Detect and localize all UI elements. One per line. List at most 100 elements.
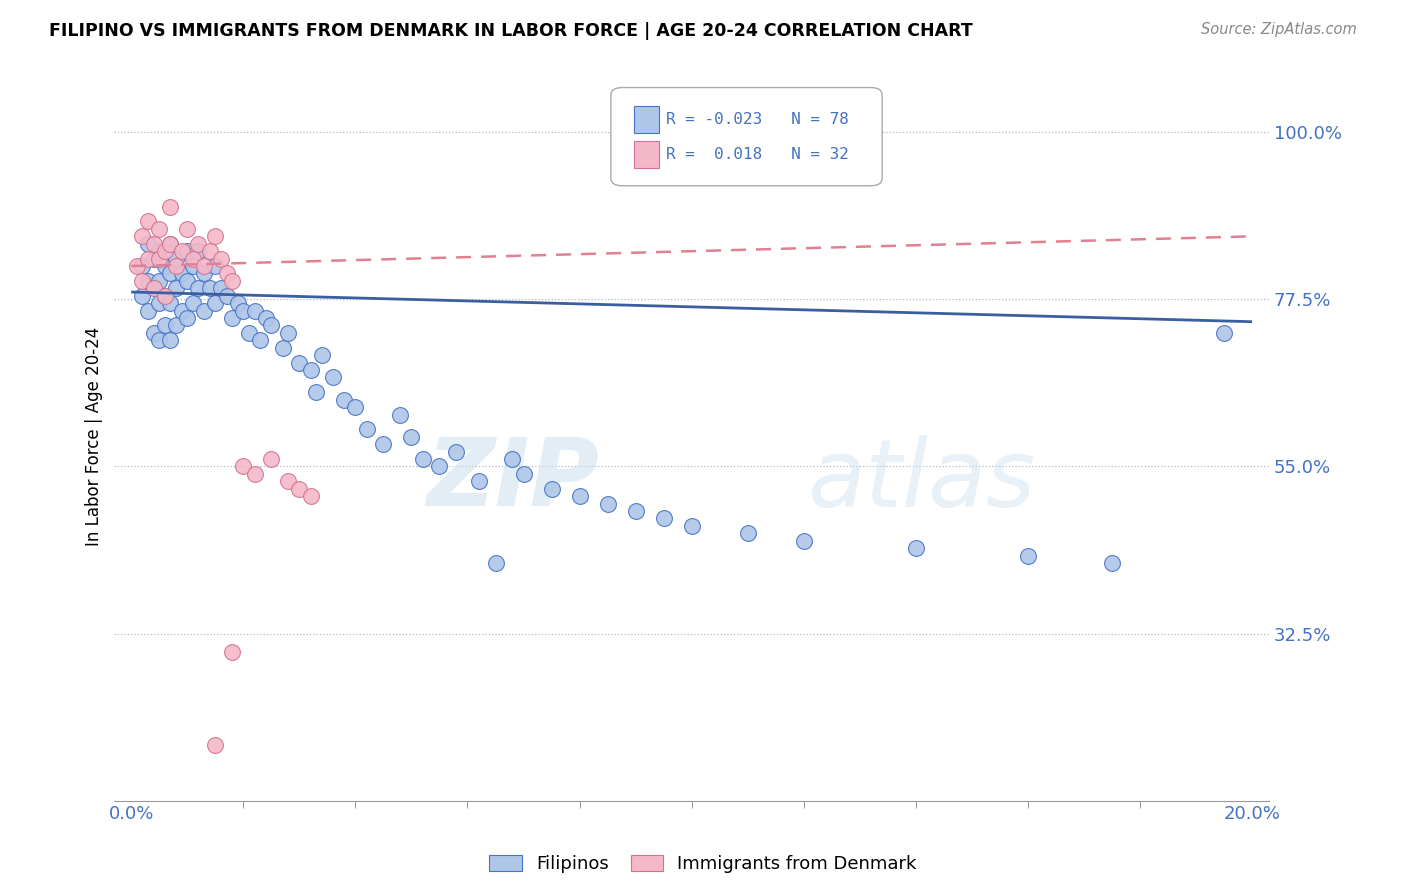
Point bbox=[221, 274, 243, 288]
Text: R =  0.018   N = 32: R = 0.018 N = 32 bbox=[666, 147, 849, 162]
Point bbox=[238, 326, 260, 340]
Point bbox=[125, 259, 148, 273]
Point bbox=[159, 296, 181, 310]
Point bbox=[159, 236, 181, 251]
Text: R = -0.023   N = 78: R = -0.023 N = 78 bbox=[666, 112, 849, 127]
Point bbox=[131, 259, 153, 273]
Point bbox=[624, 504, 647, 518]
Point bbox=[793, 533, 815, 548]
Point bbox=[260, 452, 283, 467]
Text: Source: ZipAtlas.com: Source: ZipAtlas.com bbox=[1201, 22, 1357, 37]
Point bbox=[737, 526, 759, 541]
Point bbox=[142, 252, 165, 266]
Point bbox=[652, 511, 675, 525]
Point bbox=[221, 645, 243, 659]
Point bbox=[165, 252, 187, 266]
Point bbox=[148, 222, 170, 236]
Point bbox=[204, 738, 226, 752]
Point bbox=[596, 497, 619, 511]
Point bbox=[187, 244, 209, 259]
Point bbox=[333, 392, 356, 407]
Point bbox=[142, 326, 165, 340]
Point bbox=[221, 311, 243, 326]
Point bbox=[271, 341, 294, 355]
Point bbox=[540, 482, 562, 496]
Point bbox=[429, 459, 451, 474]
Point bbox=[568, 489, 591, 503]
Point bbox=[148, 244, 170, 259]
Point bbox=[136, 236, 159, 251]
Point bbox=[181, 259, 204, 273]
Point bbox=[344, 400, 367, 414]
Point bbox=[153, 259, 176, 273]
Point bbox=[209, 252, 232, 266]
Point bbox=[467, 475, 489, 489]
Point bbox=[484, 556, 506, 570]
Point bbox=[142, 236, 165, 251]
Point bbox=[131, 274, 153, 288]
Point bbox=[176, 244, 198, 259]
Point bbox=[159, 236, 181, 251]
Point bbox=[193, 267, 215, 281]
Y-axis label: In Labor Force | Age 20-24: In Labor Force | Age 20-24 bbox=[86, 327, 103, 547]
Point bbox=[389, 408, 412, 422]
Bar bbox=[634, 141, 659, 169]
Point bbox=[170, 267, 193, 281]
Point bbox=[254, 311, 277, 326]
Point bbox=[204, 296, 226, 310]
Point bbox=[1017, 549, 1039, 563]
Point bbox=[1101, 556, 1123, 570]
Point bbox=[193, 259, 215, 273]
Point bbox=[681, 519, 703, 533]
Point bbox=[170, 244, 193, 259]
Point bbox=[187, 236, 209, 251]
Point bbox=[136, 252, 159, 266]
Point bbox=[193, 303, 215, 318]
Point bbox=[277, 326, 299, 340]
Point bbox=[356, 422, 378, 436]
Point bbox=[148, 274, 170, 288]
Bar bbox=[634, 106, 659, 134]
Point bbox=[249, 333, 271, 347]
Point bbox=[165, 318, 187, 333]
Point bbox=[153, 289, 176, 303]
Point bbox=[198, 244, 221, 259]
Point bbox=[204, 259, 226, 273]
Point bbox=[159, 200, 181, 214]
Point bbox=[176, 222, 198, 236]
Text: ZIP: ZIP bbox=[426, 434, 599, 526]
Point bbox=[176, 274, 198, 288]
Point bbox=[260, 318, 283, 333]
Point bbox=[136, 214, 159, 228]
Point bbox=[209, 281, 232, 295]
Point bbox=[299, 489, 322, 503]
Text: atlas: atlas bbox=[807, 435, 1035, 526]
Point bbox=[153, 289, 176, 303]
Point bbox=[170, 303, 193, 318]
Point bbox=[131, 229, 153, 244]
Point bbox=[142, 281, 165, 295]
Point bbox=[148, 333, 170, 347]
FancyBboxPatch shape bbox=[610, 87, 882, 186]
Point bbox=[322, 370, 344, 384]
Point bbox=[401, 430, 423, 444]
Point bbox=[181, 296, 204, 310]
Point bbox=[159, 333, 181, 347]
Point bbox=[187, 281, 209, 295]
Point bbox=[181, 252, 204, 266]
Point bbox=[226, 296, 249, 310]
Point bbox=[288, 355, 311, 369]
Point bbox=[136, 274, 159, 288]
Point bbox=[159, 267, 181, 281]
Point bbox=[153, 318, 176, 333]
Point bbox=[204, 229, 226, 244]
Point bbox=[148, 296, 170, 310]
Point bbox=[142, 281, 165, 295]
Legend: Filipinos, Immigrants from Denmark: Filipinos, Immigrants from Denmark bbox=[484, 849, 922, 879]
Point bbox=[288, 482, 311, 496]
Point bbox=[176, 311, 198, 326]
Point bbox=[136, 303, 159, 318]
Point bbox=[243, 467, 266, 481]
Point bbox=[198, 281, 221, 295]
Point bbox=[131, 289, 153, 303]
